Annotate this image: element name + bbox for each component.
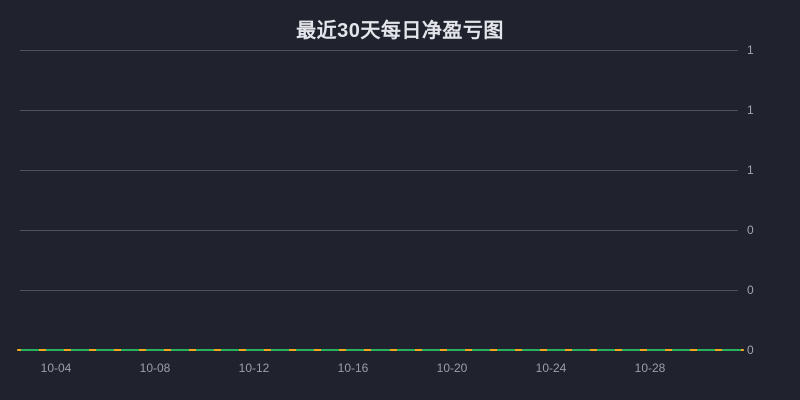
y-axis-tick-label: 0	[747, 343, 754, 357]
data-point-marker	[740, 349, 744, 351]
data-point-marker	[214, 349, 222, 351]
data-point-marker	[314, 349, 322, 351]
x-axis-tick-label: 10-04	[40, 361, 72, 375]
data-point-marker	[464, 349, 472, 351]
gridline	[20, 50, 738, 51]
data-point-marker	[88, 349, 96, 351]
x-axis-tick-label: 10-08	[139, 361, 171, 375]
data-point-marker	[439, 349, 447, 351]
gridline	[20, 170, 738, 171]
x-axis-tick-label: 10-16	[337, 361, 369, 375]
data-point-marker	[113, 349, 121, 351]
y-axis-tick-label: 1	[747, 43, 754, 57]
data-point-marker	[514, 349, 522, 351]
x-axis-tick-label: 10-24	[535, 361, 567, 375]
y-axis-tick-label: 0	[747, 223, 754, 237]
data-point-marker	[63, 349, 71, 351]
x-axis-tick-label: 10-20	[436, 361, 468, 375]
data-point-marker	[364, 349, 372, 351]
y-axis-tick-label: 1	[747, 103, 754, 117]
data-point-marker	[539, 349, 547, 351]
data-point-marker	[690, 349, 698, 351]
data-point-marker	[615, 349, 623, 351]
data-point-marker	[239, 349, 247, 351]
data-point-marker	[715, 349, 723, 351]
data-point-marker	[38, 349, 46, 351]
chart-title: 最近30天每日净盈亏图	[296, 20, 504, 42]
y-axis-tick-label: 1	[747, 163, 754, 177]
x-axis-tick-label: 10-12	[238, 361, 270, 375]
data-point-marker	[17, 349, 21, 351]
data-point-marker	[188, 349, 196, 351]
data-point-marker	[138, 349, 146, 351]
gridline	[20, 290, 738, 291]
net-profit-loss-series-line	[17, 349, 744, 351]
data-point-marker	[489, 349, 497, 351]
data-point-marker	[590, 349, 598, 351]
gridline	[20, 110, 738, 111]
gridline	[20, 230, 738, 231]
y-axis-tick-label: 0	[747, 283, 754, 297]
data-point-marker	[414, 349, 422, 351]
data-point-marker	[163, 349, 171, 351]
data-point-marker	[339, 349, 347, 351]
data-point-marker	[389, 349, 397, 351]
data-point-marker	[665, 349, 673, 351]
series-line-base	[17, 349, 744, 351]
x-axis-tick-label: 10-28	[634, 361, 666, 375]
data-point-marker	[565, 349, 573, 351]
data-point-marker	[289, 349, 297, 351]
data-point-marker	[264, 349, 272, 351]
data-point-marker	[640, 349, 648, 351]
